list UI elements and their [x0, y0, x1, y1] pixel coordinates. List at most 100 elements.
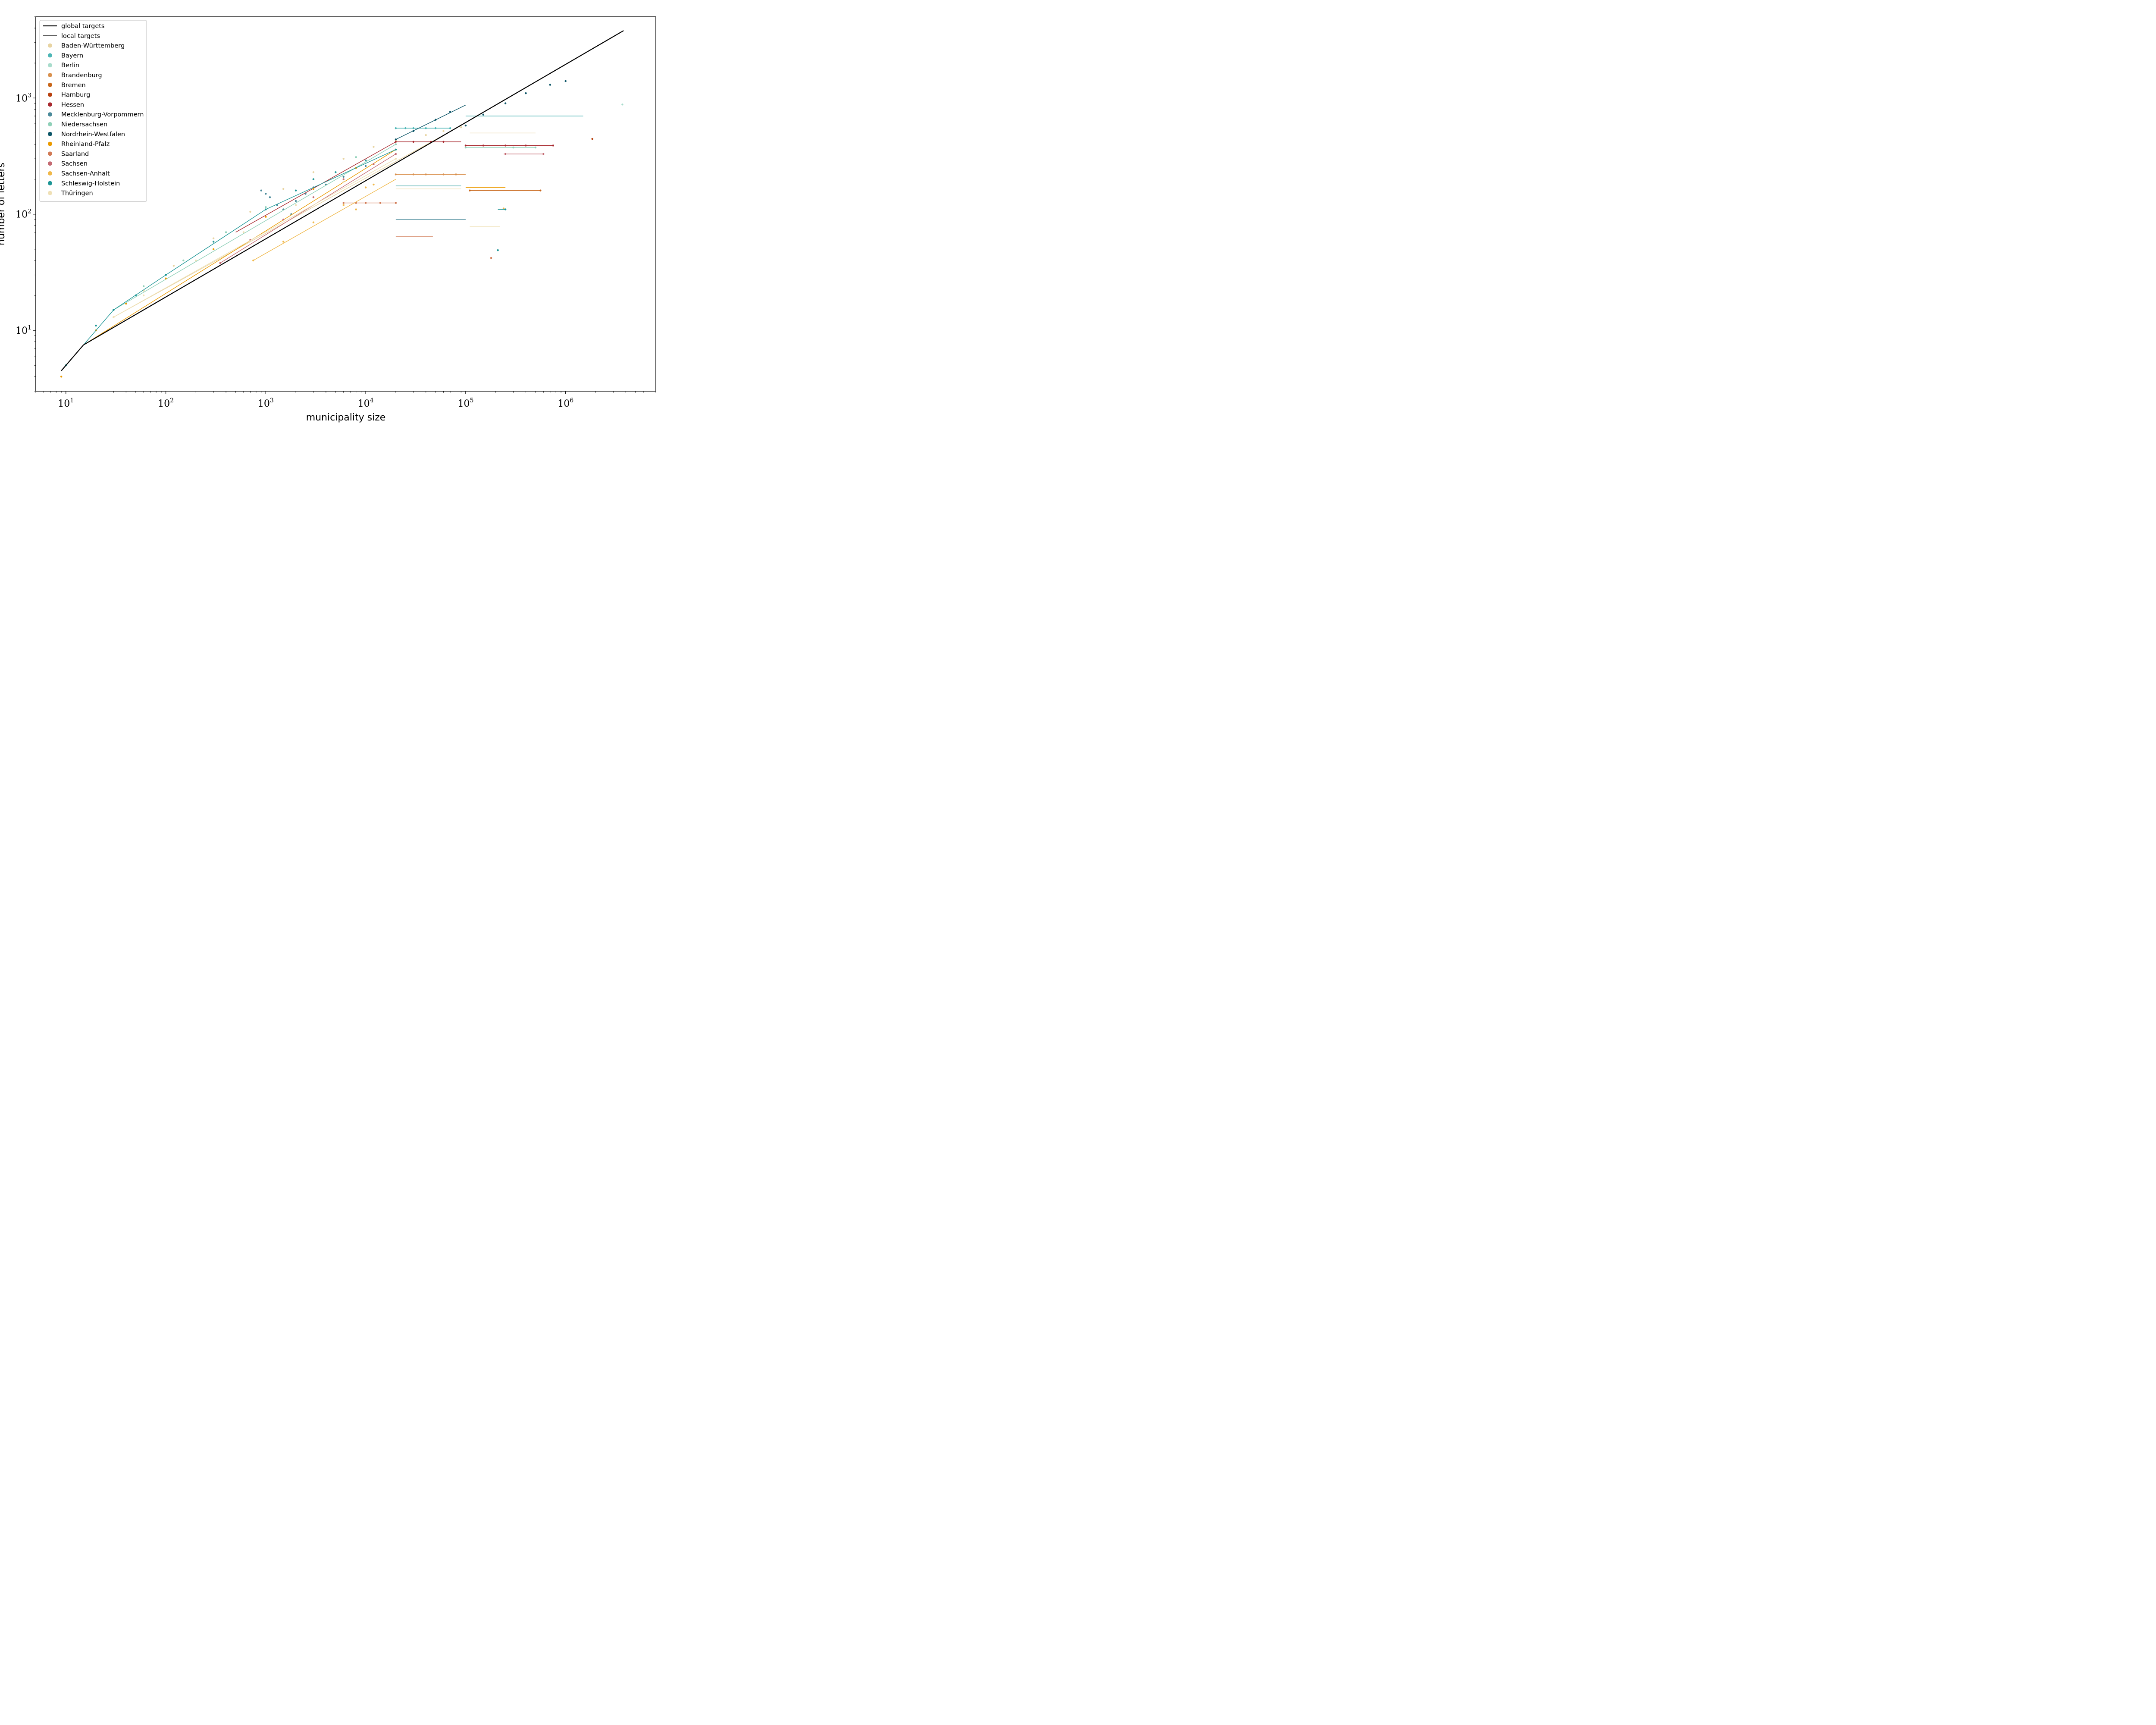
data-point	[373, 183, 375, 186]
data-point	[242, 231, 245, 233]
data-point	[225, 231, 227, 233]
series-brandenburg	[395, 173, 466, 176]
x-tick-exp: 3	[270, 397, 274, 404]
data-point	[442, 173, 445, 176]
legend-local-label: local targets	[61, 33, 100, 40]
data-point	[425, 134, 427, 136]
legend-label: Saarland	[61, 151, 89, 157]
data-point	[312, 196, 315, 198]
local-target-line	[113, 144, 396, 310]
data-point	[464, 144, 467, 147]
data-point	[395, 157, 397, 160]
legend-swatch	[48, 43, 52, 48]
data-point	[395, 141, 397, 143]
data-point	[165, 277, 167, 279]
data-point	[142, 285, 145, 287]
data-point	[434, 119, 437, 121]
data-point	[490, 257, 492, 259]
local-target-line	[235, 141, 396, 233]
legend-label: Thüringen	[61, 190, 93, 197]
x-tick-label: 101	[58, 397, 74, 409]
data-point	[342, 202, 345, 204]
data-point	[219, 262, 221, 264]
legend-swatch	[48, 161, 52, 166]
data-point	[412, 141, 414, 143]
data-point	[442, 130, 445, 132]
x-tick-label: 106	[558, 397, 573, 409]
data-point	[434, 127, 437, 129]
plot-area	[60, 30, 624, 378]
data-point	[165, 274, 167, 276]
data-point	[412, 130, 414, 132]
data-point	[212, 237, 215, 239]
data-point	[395, 143, 397, 145]
legend-label: Niedersachsen	[61, 121, 107, 128]
series-sachsen-anhalt	[252, 179, 505, 262]
series-baden-w-rttemberg	[113, 125, 536, 318]
legend-swatch	[48, 63, 52, 68]
data-point	[464, 124, 467, 127]
data-point	[282, 188, 285, 190]
data-point	[265, 216, 267, 218]
data-point	[342, 204, 345, 206]
series-saarland	[342, 202, 492, 259]
legend-label: Schleswig-Holstein	[61, 180, 120, 187]
data-point	[412, 127, 414, 129]
local-target-line	[253, 179, 396, 261]
data-point	[504, 102, 507, 104]
legend-label: Baden-Württemberg	[61, 43, 125, 50]
data-point	[125, 302, 127, 305]
data-point	[342, 178, 345, 180]
axes-frame	[35, 16, 656, 392]
legend-swatch	[48, 132, 52, 136]
x-tick-base: 10	[158, 398, 170, 409]
data-point	[504, 208, 507, 210]
legend-label: Rheinland-Pfalz	[61, 141, 110, 148]
x-tick-base: 10	[458, 398, 470, 409]
data-point	[534, 146, 537, 149]
x-tick-label: 103	[258, 397, 274, 409]
y-tick-label: 103	[16, 92, 31, 104]
data-point	[395, 148, 397, 151]
y-tick-exp: 1	[28, 324, 31, 331]
data-point	[355, 156, 357, 158]
data-point	[404, 127, 407, 129]
series-th-ringen	[113, 157, 500, 318]
legend-swatch	[48, 92, 52, 97]
data-point	[312, 221, 315, 223]
legend-label: Bremen	[61, 82, 86, 89]
x-axis-label: municipality size	[306, 412, 386, 423]
x-tick-exp: 4	[370, 397, 374, 404]
legend-label: Nordrhein-Westfalen	[61, 131, 125, 138]
legend-swatch	[48, 141, 52, 146]
data-point	[342, 181, 345, 183]
series-bayern	[395, 116, 583, 129]
local-target-line	[395, 104, 466, 140]
y-tick-exp: 2	[28, 208, 31, 215]
data-point	[455, 173, 457, 176]
data-point	[364, 186, 367, 188]
legend-label: Brandenburg	[61, 72, 102, 79]
data-point	[364, 159, 367, 162]
data-point	[172, 265, 175, 267]
legend-swatch	[48, 122, 52, 126]
data-point	[539, 189, 542, 191]
y-axis-label: number of letters	[0, 163, 7, 245]
data-point	[113, 309, 115, 311]
data-point	[304, 193, 307, 195]
data-point	[265, 208, 267, 210]
data-point	[252, 259, 254, 262]
data-point	[502, 207, 505, 210]
data-point	[212, 241, 215, 243]
legend-label: Bayern	[61, 52, 83, 59]
data-point	[497, 249, 499, 251]
legend-swatch	[48, 102, 52, 107]
data-point	[342, 157, 345, 160]
data-point	[395, 173, 397, 176]
data-point	[542, 153, 545, 155]
legend-swatch	[48, 191, 52, 195]
x-tick-exp: 2	[170, 397, 174, 404]
data-point	[182, 259, 185, 262]
data-point	[135, 294, 137, 297]
